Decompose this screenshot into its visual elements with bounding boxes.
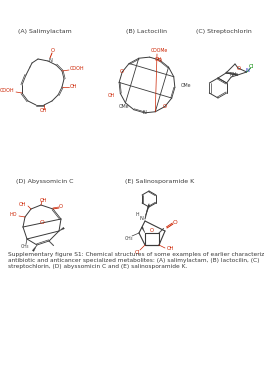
Text: OH: OH: [40, 109, 48, 113]
Text: OH: OH: [108, 93, 115, 98]
Text: (D) Abyssomicin C: (D) Abyssomicin C: [16, 179, 74, 185]
Text: OH: OH: [18, 203, 26, 207]
Text: COOMe: COOMe: [150, 48, 168, 53]
Text: H: H: [135, 213, 139, 217]
Text: O: O: [150, 228, 154, 232]
Text: OH: OH: [167, 247, 175, 251]
Text: OMe: OMe: [119, 104, 129, 109]
Text: N: N: [48, 57, 52, 63]
Text: O: O: [120, 69, 124, 75]
Text: (A) Salimylactam: (A) Salimylactam: [18, 29, 72, 34]
Text: Supplementary figure S1: Chemical structures of some examples of earlier charact: Supplementary figure S1: Chemical struct…: [8, 252, 264, 269]
Text: OMe: OMe: [181, 83, 191, 88]
Text: NH: NH: [230, 72, 237, 76]
Text: CH₃: CH₃: [21, 244, 29, 248]
Text: O: O: [173, 220, 177, 226]
Text: N: N: [143, 110, 146, 115]
Text: OH: OH: [70, 85, 78, 90]
Text: (E) Salinosporamide K: (E) Salinosporamide K: [125, 179, 195, 185]
Text: N: N: [246, 69, 249, 73]
Text: O: O: [163, 104, 167, 109]
Text: O: O: [237, 66, 241, 70]
Text: OH: OH: [155, 57, 162, 62]
Text: CH₃: CH₃: [125, 235, 133, 241]
Text: O: O: [40, 220, 44, 226]
Polygon shape: [59, 227, 64, 231]
Text: O: O: [158, 58, 162, 63]
Text: HO: HO: [10, 213, 17, 217]
Polygon shape: [141, 227, 145, 233]
Text: O: O: [59, 204, 63, 210]
Text: OH: OH: [39, 197, 47, 203]
Text: (C) Streptochlorin: (C) Streptochlorin: [196, 29, 252, 34]
Text: O: O: [51, 48, 55, 53]
Text: (B) Lactocilin: (B) Lactocilin: [126, 29, 167, 34]
Polygon shape: [32, 245, 37, 251]
Text: COOH: COOH: [0, 88, 14, 94]
Text: COOH: COOH: [70, 66, 85, 72]
Text: N: N: [139, 216, 143, 220]
Text: Cl: Cl: [249, 65, 254, 69]
Polygon shape: [145, 205, 150, 217]
Text: Cl: Cl: [134, 250, 140, 254]
